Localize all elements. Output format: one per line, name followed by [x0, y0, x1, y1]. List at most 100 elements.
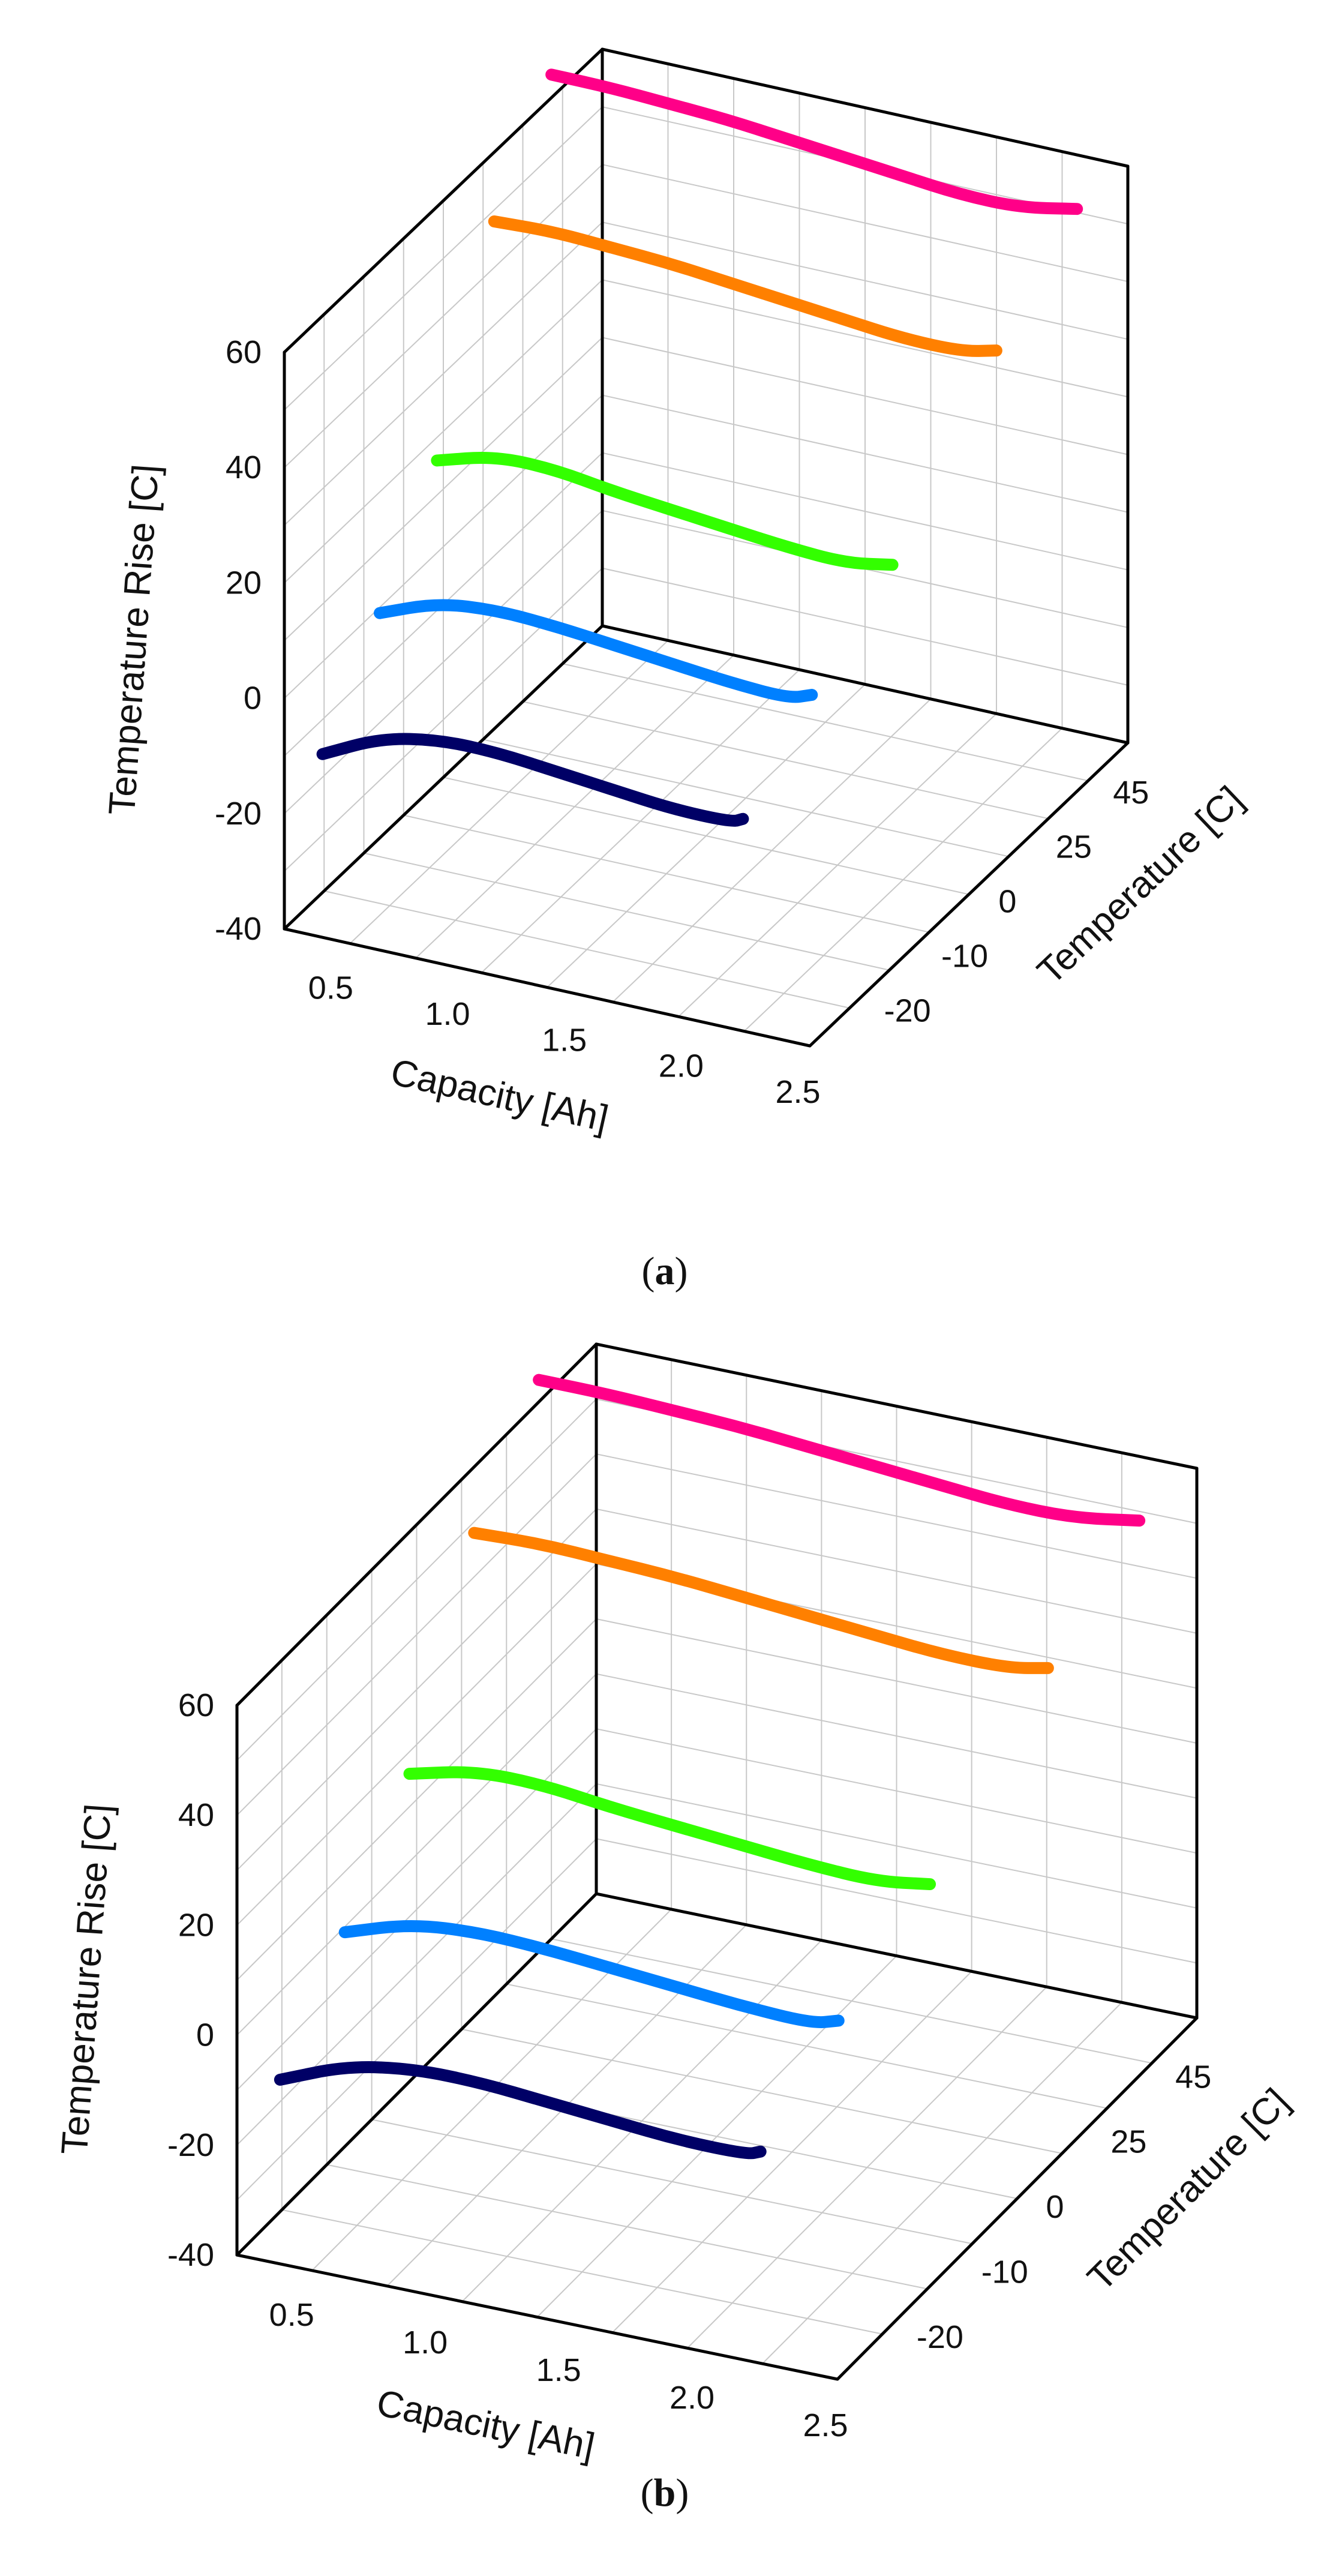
y-tick-label: -10 — [941, 938, 988, 974]
left-wall-grid-line — [236, 1563, 597, 1926]
box-edge — [595, 1892, 1199, 2020]
y-axis-title: Temperature [C] — [1080, 2081, 1297, 2299]
x-ticks: 0.5 1.0 1.5 2.0 2.5 — [308, 970, 821, 1110]
floor-grid-line — [461, 2028, 1062, 2154]
y-tick-label: -20 — [884, 992, 931, 1028]
left-wall-grid-line — [284, 394, 603, 699]
series-line-0 — [316, 733, 749, 827]
z-ticks: -40 -20 0 20 40 60 — [215, 334, 262, 947]
left-wall-grid-line — [236, 1509, 597, 1871]
left-wall-grid-line — [284, 279, 603, 584]
box-edge — [601, 47, 1130, 168]
series-line-3 — [468, 1527, 1054, 1674]
box-edge — [235, 1342, 598, 1707]
x-tick-label: 2.0 — [659, 1048, 704, 1084]
floor-grid-line — [443, 776, 969, 895]
back-wall-grid-line — [602, 221, 1128, 340]
y-tick-label: -10 — [981, 2254, 1028, 2290]
z-tick-label: 40 — [178, 1797, 214, 1833]
y-tick-label: 0 — [998, 884, 1016, 920]
x-axis-title: Capacity [Ah] — [387, 1051, 612, 1139]
back-wall-grid-line — [602, 279, 1128, 398]
box-edge — [836, 2016, 1199, 2381]
floor-grid-line — [403, 814, 929, 933]
series-line-3 — [488, 215, 1002, 357]
floor-grid-line — [326, 2164, 927, 2290]
series-line-2 — [431, 452, 899, 571]
floor-grid-line — [562, 663, 1088, 782]
series-line-1 — [338, 1920, 845, 2029]
floor-grid-line — [371, 2119, 972, 2245]
left-wall-grid-line — [284, 510, 603, 814]
z-axis-title: Temperature Rise [C] — [101, 463, 167, 816]
series-group — [316, 68, 1083, 827]
z-tick-label: 40 — [226, 449, 262, 485]
left-wall-grid-line — [284, 337, 603, 641]
floor-grid-line — [506, 1983, 1107, 2109]
series-line-1 — [374, 599, 818, 703]
back-wall-grid-line — [596, 1783, 1197, 1909]
y-tick-label: 45 — [1113, 775, 1149, 811]
caption-letter: a — [655, 1249, 675, 1293]
left-wall-grid-line — [236, 1783, 597, 2146]
z-tick-label: 60 — [226, 334, 262, 370]
box-frame — [235, 1342, 1199, 2381]
box-edge — [235, 2253, 839, 2381]
left-wall-grid-line — [236, 1453, 597, 1816]
x-ticks: 0.5 1.0 1.5 2.0 2.5 — [269, 2297, 848, 2443]
x-tick-label: 1.0 — [403, 2325, 448, 2361]
caption-letter: b — [654, 2471, 676, 2515]
back-wall-grid-line — [596, 1508, 1197, 1634]
series-line-4 — [533, 1374, 1146, 1527]
back-wall-grid-line — [596, 1838, 1197, 1964]
caption-close-paren: ) — [675, 1249, 688, 1293]
x-tick-label: 2.5 — [775, 1074, 820, 1110]
panel-caption: (b) — [641, 2471, 689, 2515]
y-tick-label: 45 — [1175, 2059, 1211, 2095]
left-wall-grid-line — [284, 221, 603, 526]
box-edge — [808, 741, 1130, 1048]
floor-grid-line — [281, 2209, 883, 2335]
z-tick-label: 0 — [196, 2017, 214, 2053]
z-tick-label: 0 — [244, 680, 262, 716]
y-tick-label: -20 — [917, 2319, 963, 2355]
box-edge — [283, 624, 604, 931]
left-wall-grid-line — [236, 1618, 597, 1981]
back-wall-grid-line — [596, 1618, 1197, 1744]
box-edge — [595, 1342, 1199, 1470]
left-wall-grid-line — [236, 1838, 597, 2201]
box-frame — [283, 47, 1130, 1048]
y-ticks: -20 -10 0 25 45 — [917, 2059, 1211, 2355]
y-ticks: -20 -10 0 25 45 — [884, 775, 1149, 1029]
left-wall-grid-line — [236, 1673, 597, 2036]
back-wall-grid-line — [602, 567, 1128, 686]
y-tick-label: 0 — [1046, 2189, 1064, 2225]
back-wall-grid-line — [602, 452, 1128, 571]
series-line-2 — [403, 1766, 936, 1891]
floor-grid-line — [483, 739, 1009, 857]
x-tick-label: 2.5 — [803, 2407, 848, 2443]
z-tick-label: 60 — [178, 1687, 214, 1723]
floor-grid-line — [364, 852, 890, 971]
series-group — [274, 1374, 1146, 2160]
z-tick-label: -20 — [167, 2127, 214, 2163]
floor-grid-line — [324, 890, 850, 1009]
z-tick-label: -20 — [215, 796, 262, 832]
back-wall-grid-line — [602, 164, 1128, 283]
back-wall-grid-line — [596, 1728, 1197, 1854]
x-tick-label: 1.5 — [542, 1022, 587, 1058]
left-wall-grid-line — [284, 164, 603, 468]
x-tick-label: 2.0 — [669, 2380, 714, 2416]
z-ticks: -40 -20 0 20 40 60 — [167, 1687, 214, 2273]
left-wall-grid-line — [236, 1398, 597, 1761]
series-line-4 — [545, 68, 1083, 215]
box-edge — [601, 624, 1130, 745]
floor-grid-line — [551, 1938, 1152, 2064]
floor-grid-line — [523, 701, 1049, 820]
series-line-0 — [274, 2061, 767, 2160]
z-tick-label: 20 — [178, 1907, 214, 1943]
panel-caption: (a) — [642, 1249, 688, 1293]
y-tick-label: 25 — [1110, 2124, 1146, 2160]
back-wall-grid-line — [596, 1453, 1197, 1579]
box-edge — [283, 47, 604, 354]
